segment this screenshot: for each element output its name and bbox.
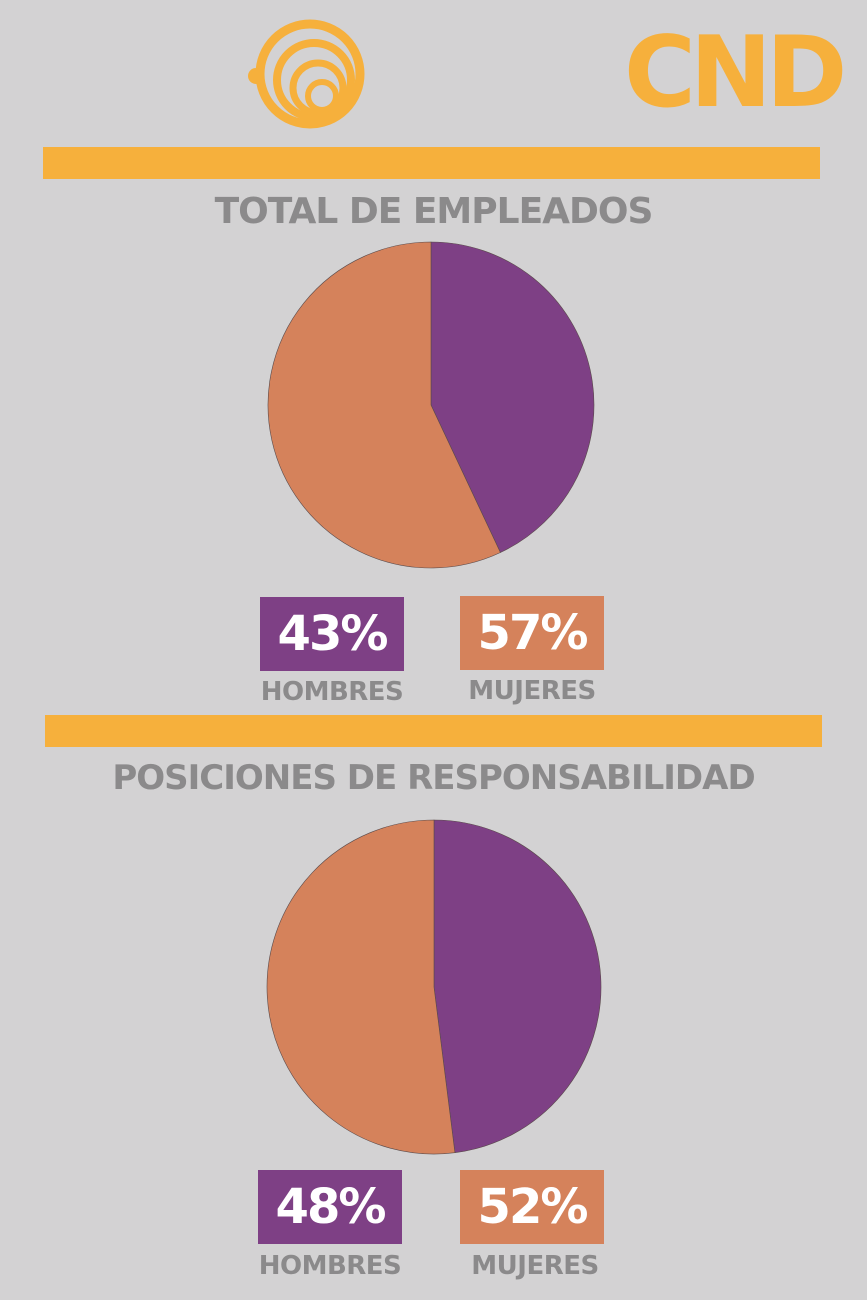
chart-title-posiciones-responsabilidad: POSICIONES DE RESPONSABILIDAD: [112, 758, 755, 798]
chart-title-total-empleados: TOTAL DE EMPLEADOS: [214, 191, 654, 232]
badge-hombres-posiciones: 48%: [258, 1170, 402, 1244]
label-hombres-posiciones: HOMBRES: [258, 1251, 402, 1281]
pie-slice-hombres: [433, 819, 602, 1154]
label-mujeres-posiciones: MUJERES: [471, 1251, 599, 1281]
concentric-rings-icon: [248, 19, 365, 129]
badge-mujeres-posiciones: 52%: [460, 1170, 604, 1244]
label-hombres-total: HOMBRES: [260, 677, 404, 707]
label-mujeres-total: MUJERES: [468, 676, 596, 706]
logo-text: CND: [624, 16, 847, 130]
pie-slice-mujeres: [267, 241, 501, 569]
cnd-logo: CND: [240, 18, 847, 130]
divider-bar-top: [43, 147, 820, 179]
pie-chart-posiciones-responsabilidad: [266, 819, 602, 1155]
pie-slice-hombres: [430, 241, 595, 553]
logo-ring: [305, 79, 339, 113]
logo-ring: [289, 59, 347, 117]
badge-mujeres-total: 57%: [460, 596, 604, 670]
pie-slice-mujeres: [266, 819, 456, 1155]
badge-hombres-total: 43%: [260, 597, 404, 671]
logo-ring: [273, 39, 355, 121]
pie-chart-total-empleados: [267, 241, 595, 569]
divider-bar-middle: [45, 715, 822, 747]
